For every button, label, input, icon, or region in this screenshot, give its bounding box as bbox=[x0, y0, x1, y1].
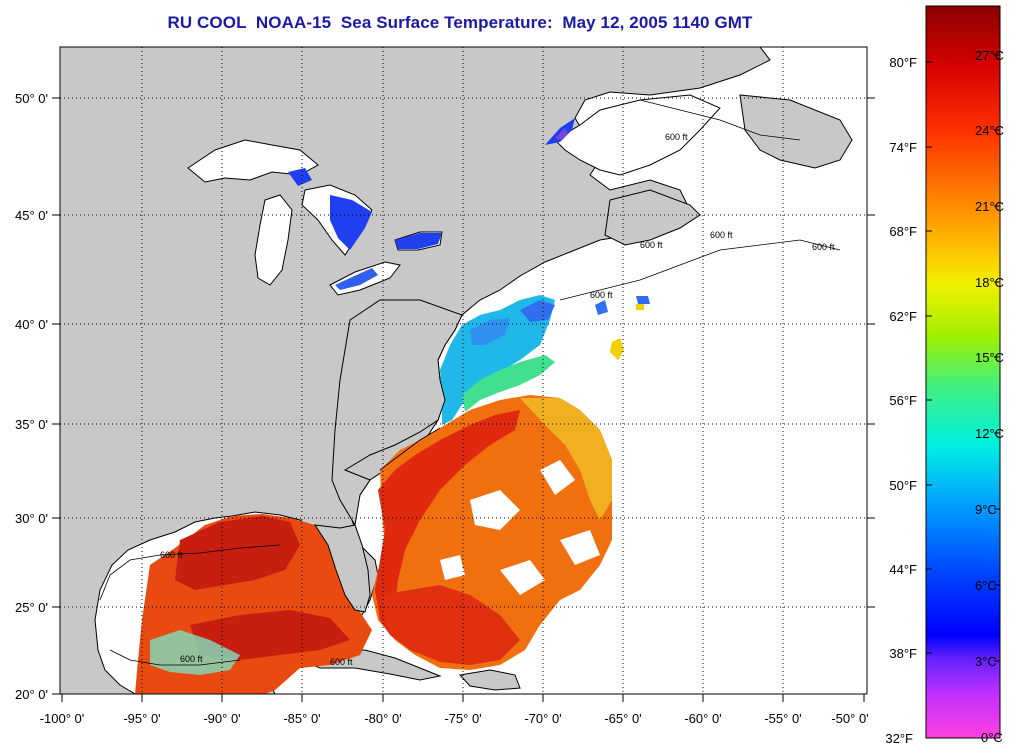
cloud-gap bbox=[500, 560, 545, 595]
lon-label: -55° 0' bbox=[764, 711, 801, 726]
longitude-labels: -100° 0' -95° 0' -90° 0' -85° 0' -80° 0'… bbox=[40, 711, 869, 726]
lat-label: 45° 0' bbox=[15, 208, 48, 223]
sst-gulf-red bbox=[190, 610, 350, 660]
contour-label: 600 ft bbox=[160, 550, 183, 560]
c-label: 24°C bbox=[975, 123, 1004, 138]
f-label: 50°F bbox=[889, 478, 917, 493]
sst-gulf-red bbox=[175, 516, 300, 590]
map-ticks bbox=[52, 97, 875, 702]
sst-gulf-cloud bbox=[150, 630, 240, 675]
f-label: 44°F bbox=[889, 562, 917, 577]
lon-label: -85° 0' bbox=[283, 711, 320, 726]
sst-lakes-cold bbox=[545, 118, 575, 145]
sst-shelf-cool bbox=[636, 296, 650, 304]
fahrenheit-ticks bbox=[926, 61, 932, 654]
cloud-gap bbox=[440, 555, 465, 580]
contour-label: 600 ft bbox=[640, 240, 663, 250]
c-label: 21°C bbox=[975, 199, 1004, 214]
c-label: 18°C bbox=[975, 275, 1004, 290]
contour-label: 600 ft bbox=[330, 657, 353, 667]
land-southeast-coast bbox=[331, 299, 463, 527]
lat-label: 50° 0' bbox=[15, 91, 48, 106]
c-label: 15°C bbox=[975, 350, 1004, 365]
lake-superior bbox=[187, 139, 319, 183]
f-label: 32°F bbox=[885, 731, 913, 746]
lon-label: -60° 0' bbox=[684, 711, 721, 726]
celsius-ticks bbox=[994, 54, 1000, 662]
c-label: 12°C bbox=[975, 426, 1004, 441]
contour-label: 600 ft bbox=[812, 242, 835, 252]
sst-lakes-cold bbox=[555, 128, 568, 140]
lon-label: -65° 0' bbox=[604, 711, 641, 726]
lat-label: 30° 0' bbox=[15, 511, 48, 526]
cloud-gap bbox=[470, 490, 520, 530]
cloud-gap bbox=[560, 530, 600, 565]
depth-contours bbox=[99, 99, 841, 666]
contour-label: 600 ft bbox=[590, 290, 613, 300]
sst-atlantic-yellow bbox=[520, 398, 612, 520]
chart-title: RU COOL NOAA-15 Sea Surface Temperature:… bbox=[167, 13, 753, 32]
sst-shelf-cool bbox=[595, 300, 608, 315]
lon-label: -90° 0' bbox=[203, 711, 240, 726]
f-label: 68°F bbox=[889, 224, 917, 239]
fahrenheit-labels: 80°F 74°F 68°F 62°F 56°F 50°F 44°F 38°F … bbox=[885, 55, 917, 746]
contour-labels: 600 ft 600 ft 600 ft 600 ft 600 ft 600 f… bbox=[160, 132, 835, 667]
sst-gulf-stream bbox=[375, 410, 520, 635]
f-label: 62°F bbox=[889, 309, 917, 324]
sst-lakes-cold bbox=[330, 195, 372, 250]
sst-bahamas-warm bbox=[380, 585, 520, 665]
lon-label: -100° 0' bbox=[40, 711, 85, 726]
sst-shelf-cool bbox=[520, 300, 555, 322]
lat-label: 40° 0' bbox=[15, 317, 48, 332]
land-florida bbox=[313, 524, 371, 613]
sst-yellow-patch bbox=[610, 338, 624, 360]
contour-label: 600 ft bbox=[180, 654, 203, 664]
c-label: 6°C bbox=[975, 578, 997, 593]
graticule bbox=[60, 47, 867, 694]
map-area: 600 ft 600 ft 600 ft 600 ft 600 ft 600 f… bbox=[60, 47, 867, 694]
c-label: 27°C bbox=[975, 48, 1004, 63]
f-label: 74°F bbox=[889, 140, 917, 155]
sst-lakes-cold bbox=[288, 168, 312, 186]
lon-label: -70° 0' bbox=[524, 711, 561, 726]
land-nova-scotia bbox=[604, 189, 701, 246]
f-label: 80°F bbox=[889, 55, 917, 70]
lon-label: -80° 0' bbox=[364, 711, 401, 726]
land-newfoundland bbox=[739, 94, 853, 169]
lat-label: 20° 0' bbox=[15, 687, 48, 702]
sst-yellow-patch bbox=[636, 304, 644, 310]
f-label: 38°F bbox=[889, 646, 917, 661]
c-label: 3°C bbox=[975, 654, 997, 669]
c-label: 9°C bbox=[975, 502, 997, 517]
gulf-st-lawrence bbox=[554, 94, 721, 176]
lake-michigan bbox=[254, 194, 293, 286]
sst-lakes-cold bbox=[395, 233, 442, 249]
colorbar bbox=[925, 5, 1001, 739]
land-hispaniola bbox=[459, 669, 521, 691]
cloud-gap bbox=[540, 460, 575, 495]
latitude-labels: 50° 0' 45° 0' 40° 0' 35° 0' 30° 0' 25° 0… bbox=[15, 91, 48, 702]
lon-label: -50° 0' bbox=[831, 711, 868, 726]
contour-label: 600 ft bbox=[665, 132, 688, 142]
lon-label: -95° 0' bbox=[123, 711, 160, 726]
c-label: 0°C bbox=[981, 730, 1003, 745]
lon-label: -75° 0' bbox=[444, 711, 481, 726]
sst-shelf-cool bbox=[470, 318, 510, 345]
contour-label: 600 ft bbox=[710, 230, 733, 240]
lat-label: 35° 0' bbox=[15, 417, 48, 432]
lat-label: 25° 0' bbox=[15, 600, 48, 615]
sst-lakes-cold bbox=[335, 268, 378, 290]
f-label: 56°F bbox=[889, 393, 917, 408]
sst-shelf-green bbox=[462, 355, 555, 412]
celsius-labels: 27°C 24°C 21°C 18°C 15°C 12°C 9°C 6°C 3°… bbox=[975, 48, 1004, 745]
